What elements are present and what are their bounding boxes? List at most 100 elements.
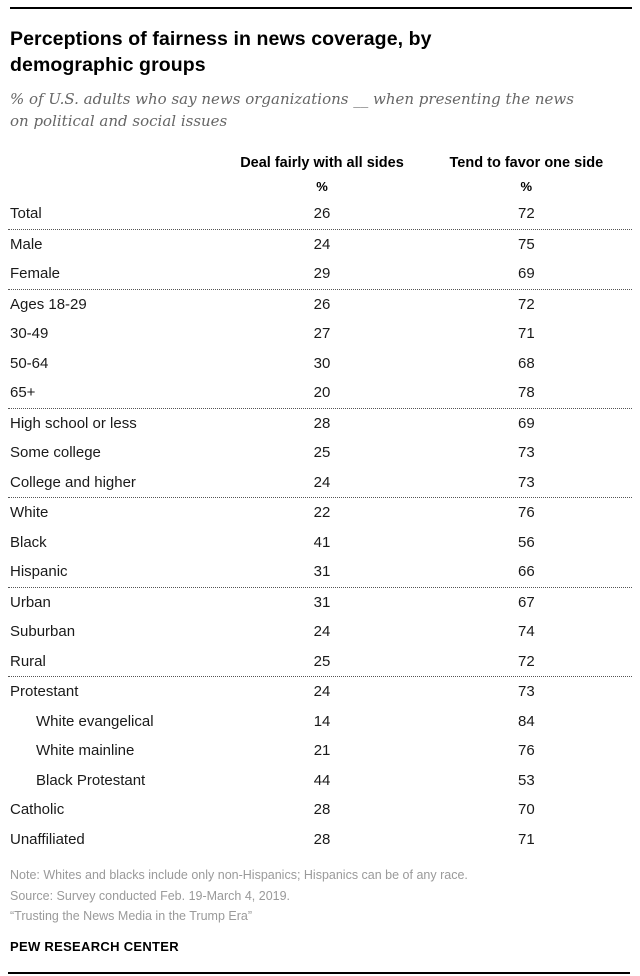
row-label: 65+ — [10, 384, 36, 402]
row-value-tend-favor: 56 — [517, 533, 535, 551]
row-label: Male — [10, 235, 43, 253]
row-value-tend-favor: 72 — [517, 652, 535, 670]
table-row: Male 24 75 — [8, 230, 632, 260]
row-value-deal-fairly: 26 — [313, 205, 331, 223]
table-row: Black 41 56 — [8, 528, 632, 558]
row-value-deal-fairly: 25 — [313, 444, 331, 462]
row-value-deal-fairly: 26 — [313, 295, 331, 313]
row-label: Catholic — [10, 801, 65, 819]
row-value-deal-fairly: 31 — [313, 593, 331, 611]
row-label: 50-64 — [10, 354, 49, 372]
row-value-tend-favor: 73 — [517, 473, 535, 491]
table-row: 65+ 20 78 — [8, 378, 632, 408]
table-row: Suburban 24 74 — [8, 617, 632, 647]
table-row: Urban 31 67 — [8, 588, 632, 618]
data-table: Deal fairly with all sides Tend to favor… — [8, 153, 632, 854]
footer: Note: Whites and blacks include only non… — [8, 865, 632, 927]
row-value-deal-fairly: 27 — [313, 325, 331, 343]
table-header-row: Deal fairly with all sides Tend to favor… — [8, 153, 632, 173]
unit-label-col1: % — [316, 178, 328, 194]
footnote: Note: Whites and blacks include only non… — [10, 868, 468, 882]
table-row: White 22 76 — [8, 498, 632, 528]
row-label: Ages 18-29 — [10, 295, 87, 313]
table-row: Black Protestant 44 53 — [8, 766, 632, 796]
row-value-deal-fairly: 24 — [313, 473, 331, 491]
table-row: Unaffiliated 28 71 — [8, 825, 632, 855]
row-value-deal-fairly: 44 — [313, 771, 331, 789]
table-section: Urban 31 67 Suburban 24 74 Rural 25 72 — [8, 588, 632, 677]
row-value-tend-favor: 84 — [518, 712, 535, 730]
row-value-tend-favor: 75 — [517, 235, 535, 253]
row-value-deal-fairly: 29 — [313, 265, 331, 283]
source-line: Source: Survey conducted Feb. 19-March 4… — [10, 888, 291, 903]
brand-name: PEW RESEARCH CENTER — [10, 938, 179, 954]
row-value-tend-favor: 69 — [517, 414, 535, 432]
row-value-tend-favor: 68 — [517, 354, 535, 372]
table-row: White mainline 21 76 — [8, 736, 632, 766]
row-label: White — [10, 504, 49, 522]
row-value-tend-favor: 66 — [517, 563, 535, 581]
table-row: Female 29 69 — [8, 259, 632, 289]
table-section: Ages 18-29 26 72 30-49 27 71 50-64 30 68 65+ 20 78 — [8, 290, 632, 409]
table-section: Protestant 24 73 White evangelical 14 84 White… — [8, 677, 632, 854]
row-label: Rural — [10, 652, 46, 670]
row-label: High school or less — [10, 414, 137, 432]
row-label: Hispanic — [10, 563, 68, 581]
row-value-deal-fairly: 31 — [313, 563, 331, 581]
table-section: White 22 76 Black 41 56 Hispanic 31 66 — [8, 498, 632, 588]
row-label: Some college — [10, 444, 101, 462]
table-section: Total 26 72 — [8, 199, 632, 230]
row-value-deal-fairly: 25 — [313, 652, 331, 670]
table-row: 30-49 27 71 — [8, 319, 632, 349]
row-value-deal-fairly: 28 — [313, 830, 331, 848]
row-value-deal-fairly: 24 — [313, 235, 331, 253]
table-section: Male 24 75 Female 29 69 — [8, 230, 632, 290]
row-label: White mainline — [36, 742, 135, 760]
column-header-deal-fairly: Deal fairly with all sides — [240, 155, 404, 171]
row-value-tend-favor: 72 — [517, 205, 535, 223]
row-value-deal-fairly: 30 — [313, 354, 331, 372]
row-value-tend-favor: 73 — [517, 444, 535, 462]
row-label: Protestant — [10, 683, 79, 701]
unit-label-col2: % — [520, 178, 533, 194]
page-subtitle: % of U.S. adults who say news organizati… — [10, 90, 574, 130]
row-value-deal-fairly: 41 — [313, 533, 331, 551]
row-value-deal-fairly: 22 — [313, 504, 331, 522]
top-rule — [10, 7, 632, 9]
row-value-tend-favor: 69 — [517, 265, 535, 283]
bottom-rule — [8, 971, 630, 974]
row-value-deal-fairly: 24 — [313, 683, 331, 701]
row-value-tend-favor: 70 — [517, 801, 535, 819]
row-value-tend-favor: 71 — [517, 325, 535, 343]
row-value-deal-fairly: 14 — [313, 712, 331, 730]
table-row: Catholic 28 70 — [8, 795, 632, 825]
row-value-tend-favor: 73 — [517, 683, 535, 701]
row-value-deal-fairly: 24 — [313, 623, 331, 641]
row-label: Total — [10, 205, 42, 223]
table-row: Ages 18-29 26 72 — [8, 290, 632, 320]
report-title-line: “Trusting the News Media in the Trump Er… — [10, 909, 252, 923]
row-label: White evangelical — [36, 712, 154, 730]
page-title: Perceptions of fairness in news coverage… — [10, 28, 432, 76]
row-value-tend-favor: 76 — [518, 742, 535, 760]
row-value-tend-favor: 74 — [517, 623, 535, 641]
row-value-tend-favor: 76 — [517, 504, 535, 522]
row-value-tend-favor: 71 — [517, 830, 535, 848]
row-label: Urban — [10, 593, 51, 611]
row-value-tend-favor: 67 — [517, 593, 535, 611]
row-label: 30-49 — [10, 325, 49, 343]
row-value-deal-fairly: 28 — [313, 414, 331, 432]
table-row: Hispanic 31 66 — [8, 557, 632, 587]
table-row: Rural 25 72 — [8, 647, 632, 677]
row-label: Suburban — [10, 623, 76, 641]
row-label: Female — [10, 265, 61, 283]
table-row: 50-64 30 68 — [8, 349, 632, 379]
table-row: White evangelical 14 84 — [8, 707, 632, 737]
row-value-tend-favor: 53 — [518, 771, 535, 789]
report-card: Perceptions of fairness in news coverage… — [0, 7, 640, 974]
row-value-tend-favor: 72 — [517, 295, 535, 313]
table-row: Total 26 72 — [8, 199, 632, 229]
row-label: Unaffiliated — [10, 830, 85, 848]
column-header-tend-favor: Tend to favor one side — [449, 155, 604, 171]
row-label: College and higher — [10, 473, 136, 491]
